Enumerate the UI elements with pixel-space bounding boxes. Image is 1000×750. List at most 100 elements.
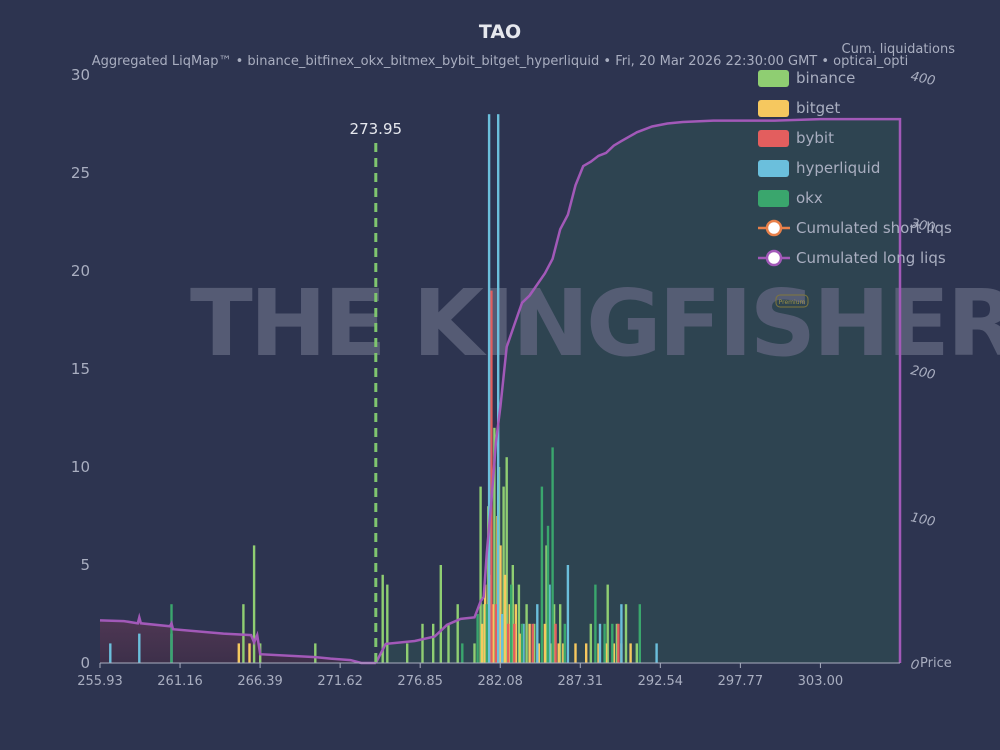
x-tick-label: 282.08 xyxy=(477,674,523,689)
bar-bitget xyxy=(557,643,560,663)
legend-marker xyxy=(765,249,783,267)
long-liqs-area xyxy=(100,617,376,663)
bar-bitget xyxy=(528,623,531,663)
bar-okx xyxy=(551,447,554,663)
y-tick-label: 10 xyxy=(71,458,90,476)
bar-binance xyxy=(511,565,514,663)
legend-swatch-hyperliquid xyxy=(758,160,789,177)
bar-bitget xyxy=(629,643,632,663)
x-axis-label: Price xyxy=(920,656,952,671)
cumulative-lines xyxy=(99,117,902,665)
y2-tick-label: 100 xyxy=(909,510,936,530)
bar-binance xyxy=(525,604,528,663)
bar-hyperliquid xyxy=(109,643,112,663)
bar-bybit xyxy=(617,623,620,663)
x-tick-label: 261.16 xyxy=(157,674,203,689)
x-tick-label: 276.85 xyxy=(397,674,443,689)
bar-bitget xyxy=(499,545,502,663)
bar-bybit xyxy=(531,623,534,663)
bar-bitget xyxy=(574,643,577,663)
bar-hyperliquid xyxy=(598,623,602,663)
y-tick-label: 20 xyxy=(71,262,90,280)
legend: binance bitget bybit hyperliquid okx Cumulate… xyxy=(758,69,952,267)
watermark-text: THE KINGFISHER.IO xyxy=(190,270,1000,377)
legend-label: bitget xyxy=(796,99,840,117)
bar-hyperliquid xyxy=(138,633,141,663)
y2-tick-label: 300 xyxy=(909,216,936,236)
x-tick-label: 303.00 xyxy=(798,674,844,689)
bar-okx xyxy=(520,623,524,663)
liquidation-bars xyxy=(109,114,658,663)
y-tick-label: 5 xyxy=(80,556,90,574)
x-axis-ticks: 255.93 261.16 266.39 271.62 276.85 282.08 287.… xyxy=(77,663,843,689)
legend-label: Cumulated long liqs xyxy=(796,249,946,267)
bar-binance xyxy=(456,604,459,663)
legend-swatch-bybit xyxy=(758,130,789,147)
bar-okx xyxy=(546,525,550,663)
y2-tick-label: 400 xyxy=(909,69,936,89)
x-tick-label: 271.62 xyxy=(317,674,363,689)
bar-binance xyxy=(479,486,482,663)
legend-swatch-okx xyxy=(758,190,789,207)
bar-hyperliquid xyxy=(522,623,525,663)
bar-bitget xyxy=(237,643,240,663)
premium-badge xyxy=(775,294,809,308)
bar-binance xyxy=(517,584,521,663)
bar-okx xyxy=(485,604,488,663)
bar-hyperliquid xyxy=(500,614,504,663)
bar-bitget xyxy=(484,584,487,663)
bar-bitget xyxy=(597,643,600,663)
x-tick-label: 266.39 xyxy=(237,674,283,689)
x-tick-label: 297.77 xyxy=(718,674,764,689)
bar-bitget xyxy=(491,604,495,663)
current-price-label: 273.95 xyxy=(350,120,403,138)
bar-binance xyxy=(421,623,424,663)
bar-binance xyxy=(386,584,389,663)
bar-bitget xyxy=(549,643,553,663)
chart-title: TAO xyxy=(479,21,521,43)
legend-swatch-bitget xyxy=(758,100,789,117)
legend-label: Cumulated short liqs xyxy=(796,219,952,237)
legend-swatch-binance xyxy=(758,70,789,87)
x-tick-label: 255.93 xyxy=(77,674,123,689)
bar-bitget xyxy=(508,604,511,663)
bar-binance xyxy=(381,574,384,663)
bar-bybit xyxy=(554,623,557,663)
bar-bybit xyxy=(513,623,516,663)
y2-tick-label: 200 xyxy=(909,363,936,383)
bar-bitget xyxy=(585,643,588,663)
bar-okx xyxy=(594,584,597,663)
bar-binance xyxy=(635,643,638,663)
bar-bitget xyxy=(248,643,251,663)
bar-bitget xyxy=(543,623,547,663)
bar-okx xyxy=(563,623,566,663)
bar-hyperliquid xyxy=(536,604,539,663)
y-axis-ticks: 0 5 10 15 20 25 30 xyxy=(71,66,90,672)
legend-label: hyperliquid xyxy=(796,159,880,177)
bar-okx xyxy=(540,486,544,663)
y-tick-label: 25 xyxy=(71,164,90,182)
bar-hyperliquid xyxy=(655,643,658,663)
y2-axis-label: Cum. liquidations xyxy=(842,42,956,57)
bar-bybit xyxy=(494,604,498,663)
bar-hyperliquid xyxy=(487,114,491,663)
bar-binance xyxy=(615,623,619,663)
bar-binance xyxy=(439,565,442,663)
bar-binance xyxy=(545,545,548,663)
bar-binance xyxy=(252,545,256,663)
bar-binance xyxy=(533,623,536,663)
bar-okx xyxy=(611,623,614,663)
bar-okx xyxy=(461,643,464,663)
bar-bitget xyxy=(514,604,517,663)
y-tick-label: 15 xyxy=(71,360,90,378)
bar-binance xyxy=(505,457,508,663)
premium-badge-text: Premium xyxy=(779,299,806,306)
legend-label: binance xyxy=(796,69,855,87)
bar-okx xyxy=(170,604,173,663)
bar-binance xyxy=(589,623,592,663)
cumulative-short-line xyxy=(374,117,902,664)
bar-binance xyxy=(314,643,317,663)
watermark: THE KINGFISHER.IO Premium xyxy=(190,270,1000,377)
legend-marker xyxy=(765,219,783,237)
